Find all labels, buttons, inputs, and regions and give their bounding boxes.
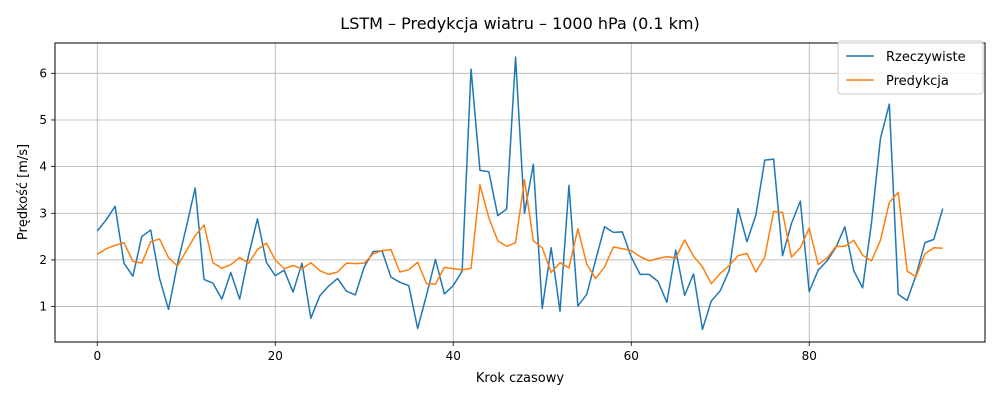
axes-frame [54, 42, 986, 343]
y-tick-label: 5 [39, 113, 47, 127]
y-tick-label: 1 [39, 300, 47, 314]
legend-box [837, 40, 984, 95]
y-axis-label: Prędkość [m/s] [16, 144, 31, 240]
y-tick-label: 6 [39, 66, 47, 80]
chart-title: LSTM – Predykcja wiatru – 1000 hPa (0.1 … [340, 14, 699, 33]
axis-ticks: 0 20 40 60 80 1 2 3 4 5 6 [39, 66, 817, 363]
series-line-rzeczywiste [96, 56, 944, 331]
legend: Rzeczywiste Predykcja [837, 40, 984, 95]
x-tick-label: 80 [802, 349, 817, 363]
legend-label-predykcja: Predykcja [886, 74, 949, 89]
grid [55, 43, 985, 342]
y-tick-label: 4 [39, 160, 47, 174]
series-line-predykcja [96, 178, 943, 285]
y-tick-label: 3 [39, 206, 47, 220]
x-tick-label: 40 [446, 349, 461, 363]
x-tick-label: 0 [93, 349, 101, 363]
legend-label-rzeczywiste: Rzeczywiste [886, 50, 966, 65]
x-tick-label: 20 [268, 349, 283, 363]
x-tick-label: 60 [624, 349, 639, 363]
series-lines [96, 56, 944, 331]
x-axis-label: Krok czasowy [476, 371, 564, 386]
y-tick-label: 2 [39, 253, 47, 267]
